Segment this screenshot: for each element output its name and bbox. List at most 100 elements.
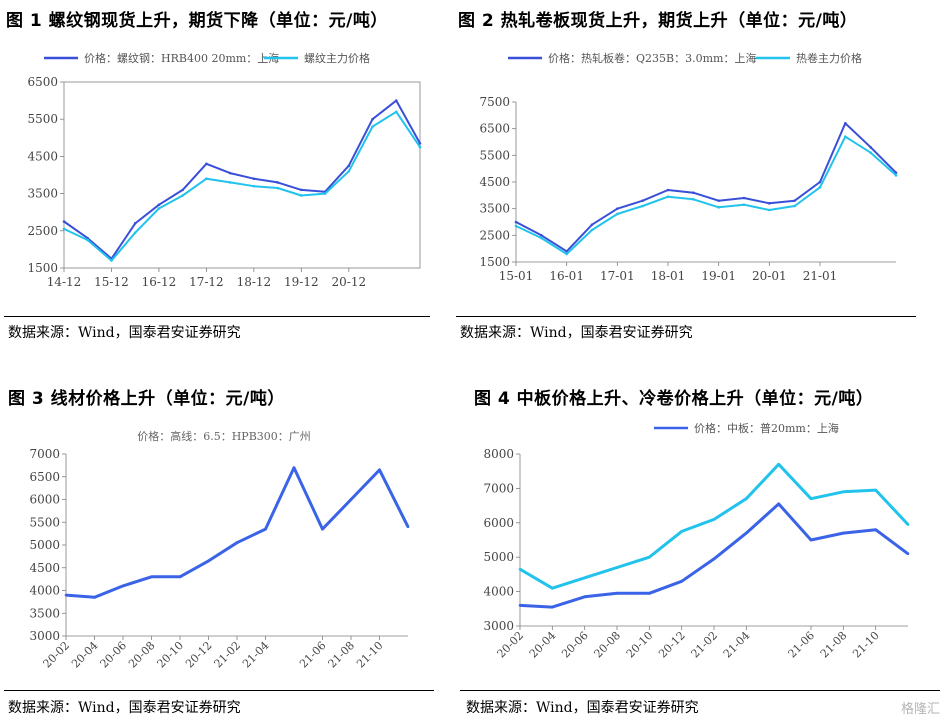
- data-point: [874, 488, 877, 492]
- data-point: [818, 180, 822, 184]
- source-note-1: 数据来源：Wind，国泰君安证券研究: [8, 325, 241, 341]
- data-point: [717, 206, 720, 209]
- x-tick-label: 20-04: [69, 639, 101, 671]
- legend-label: 价格：螺纹钢：HRB400 20mm：上海: [84, 51, 279, 65]
- y-tick-label: 6000: [483, 516, 514, 530]
- data-point: [777, 463, 780, 466]
- data-point: [793, 199, 796, 202]
- data-point: [292, 466, 296, 469]
- data-point: [371, 117, 374, 121]
- data-point: [844, 135, 847, 138]
- chart-title-1: 图 1 螺纹钢现货上升，期货下降（单位：元/吨）: [6, 11, 388, 31]
- data-point: [349, 498, 353, 501]
- y-tick-label: 3500: [29, 606, 60, 620]
- y-tick-label: 4000: [483, 585, 514, 599]
- data-point: [157, 207, 161, 210]
- y-tick-label: 8000: [483, 447, 514, 461]
- data-point: [518, 567, 522, 571]
- data-point: [347, 164, 351, 167]
- y-tick-label: 4500: [479, 175, 510, 189]
- data-point: [228, 171, 232, 175]
- y-tick-label: 6500: [29, 470, 60, 484]
- y-tick-label: 5000: [29, 538, 60, 552]
- data-point: [712, 557, 716, 561]
- y-tick-label: 4500: [29, 561, 60, 575]
- data-point: [62, 220, 66, 223]
- data-point: [181, 194, 184, 197]
- data-point: [264, 527, 267, 531]
- x-tick-label: 14-12: [47, 275, 82, 289]
- data-point: [252, 177, 256, 181]
- data-point: [641, 204, 644, 208]
- x-tick-label: 20-12: [656, 629, 688, 661]
- divider: [460, 690, 940, 691]
- data-point: [844, 122, 847, 125]
- data-point: [894, 171, 898, 174]
- data-point: [205, 162, 208, 166]
- data-point: [809, 497, 813, 501]
- data-point: [809, 538, 813, 542]
- x-tick-label: 15-01: [499, 269, 534, 283]
- x-tick-label: 21-06: [786, 629, 818, 661]
- x-tick-label: 20-10: [624, 629, 656, 661]
- x-tick-label: 20-06: [98, 639, 130, 671]
- x-tick-label: 20-02: [41, 639, 73, 671]
- data-point: [276, 181, 279, 184]
- y-tick-label: 5500: [479, 148, 510, 162]
- data-point: [615, 566, 619, 569]
- y-tick-label: 5500: [27, 112, 58, 126]
- y-tick-label: 5500: [29, 515, 60, 529]
- data-point: [692, 198, 695, 201]
- data-point: [745, 497, 748, 501]
- data-point: [394, 110, 398, 114]
- x-tick-label: 15-12: [94, 275, 129, 289]
- data-point: [540, 236, 543, 240]
- data-point: [205, 177, 208, 181]
- y-tick-label: 3500: [27, 187, 58, 201]
- y-tick-label: 6500: [479, 122, 510, 136]
- data-point: [894, 174, 898, 177]
- y-tick-label: 3500: [479, 202, 510, 216]
- data-point: [768, 202, 771, 205]
- x-tick-label: 20-10: [155, 639, 187, 671]
- data-point: [406, 525, 410, 529]
- x-tick-label: 17-12: [189, 275, 224, 289]
- series-line-2: [63, 110, 421, 262]
- source-note-3: 数据来源：Wind，国泰君安证券研究: [8, 700, 241, 716]
- data-point: [551, 586, 554, 590]
- data-point: [648, 555, 651, 559]
- data-point: [768, 208, 771, 212]
- data-point: [616, 212, 619, 216]
- y-tick-label: 4500: [27, 149, 58, 163]
- data-point: [300, 188, 303, 192]
- series-line-1: [515, 122, 897, 253]
- data-point: [615, 592, 619, 595]
- data-point: [64, 593, 68, 597]
- x-tick-label: 16-01: [549, 269, 584, 283]
- data-point: [590, 223, 594, 226]
- data-point: [745, 531, 748, 535]
- data-point: [378, 468, 381, 472]
- data-point: [666, 195, 670, 198]
- x-tick-label: 20-08: [592, 629, 624, 661]
- legend-label: 价格：中板：普20mm：上海: [694, 421, 839, 435]
- data-point: [514, 220, 518, 224]
- data-point: [394, 99, 398, 102]
- x-tick-label: 20-01: [752, 269, 787, 283]
- data-point: [518, 604, 522, 607]
- y-tick-label: 1500: [27, 261, 58, 275]
- divider: [4, 690, 434, 691]
- data-point: [133, 231, 137, 234]
- data-point: [418, 145, 422, 149]
- x-tick-label: 21-08: [326, 639, 358, 671]
- data-point: [869, 146, 872, 149]
- data-point: [742, 196, 746, 200]
- data-point: [321, 527, 324, 531]
- x-tick-label: 21-08: [818, 629, 850, 661]
- data-point: [565, 252, 568, 256]
- x-tick-label: 19-01: [701, 269, 736, 283]
- data-point: [121, 584, 125, 588]
- data-point: [207, 559, 210, 563]
- series-line-2: [519, 462, 910, 590]
- x-tick-label: 16-12: [142, 275, 177, 289]
